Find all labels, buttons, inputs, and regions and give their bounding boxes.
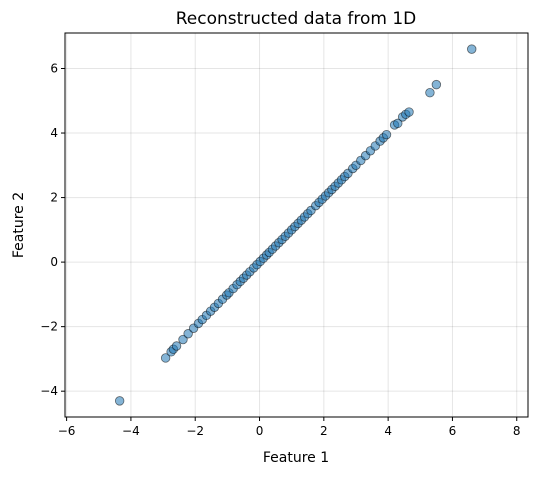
point (425, 87, 435, 98)
point (178, 334, 188, 345)
point (171, 341, 182, 351)
point (393, 118, 403, 129)
y-tick-label: 2 (50, 191, 58, 205)
y-tick-label: −4 (40, 384, 58, 398)
x-tick-label: 2 (320, 424, 328, 438)
point (381, 129, 392, 140)
plot-frame (64, 32, 529, 418)
y-tick-label: 4 (50, 126, 58, 140)
y-tick-label: 0 (50, 255, 58, 269)
y-tick-label: −2 (40, 320, 58, 334)
point (404, 107, 414, 117)
y-axis-label: Feature 2 (11, 192, 27, 258)
x-tick-label: 8 (513, 424, 521, 438)
x-tick-label: 4 (384, 424, 392, 438)
x-tick-label: −2 (186, 424, 204, 438)
point (183, 329, 193, 339)
point (467, 44, 477, 54)
x-tick-label: −4 (122, 424, 140, 438)
x-tick-label: −6 (58, 424, 76, 438)
y-tick-label: 6 (50, 61, 58, 75)
x-tick-label: 6 (449, 424, 457, 438)
chart-title: Reconstructed data from 1D (176, 9, 417, 29)
point (160, 353, 171, 363)
x-tick-label: 0 (256, 424, 264, 438)
point (114, 396, 125, 406)
point (431, 79, 442, 90)
x-axis-label: Feature 1 (263, 450, 329, 466)
